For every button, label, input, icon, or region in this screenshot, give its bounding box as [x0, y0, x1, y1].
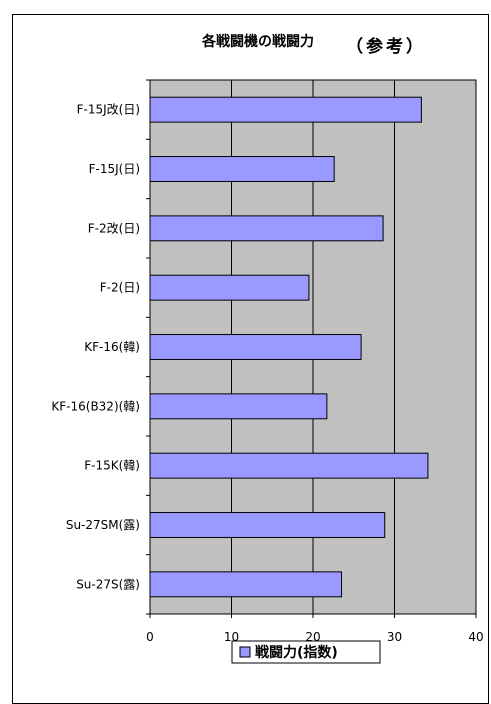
category-label: F-2改(日): [88, 221, 140, 235]
legend-swatch: [239, 646, 251, 658]
category-label: F-15J(日): [89, 162, 140, 176]
bar: [149, 452, 429, 479]
chart-title: 各戦闘機の戦闘力: [201, 33, 314, 50]
bar: [149, 393, 328, 420]
bar: [149, 334, 362, 360]
bar: [149, 156, 335, 182]
category-label: Su-27SM(露): [66, 518, 140, 532]
x-tick-label: 30: [387, 630, 402, 644]
bar: [149, 571, 343, 598]
category-label: F-15K(韓): [84, 459, 140, 473]
plot-area: 0 10 20 30 40F-15J改(日)F-15J(日)F-2改(日)F-2(日)K…: [51, 79, 484, 644]
bar: [149, 512, 386, 538]
x-tick-label: 0: [146, 630, 154, 644]
category-label: KF-16(B32)(韓): [51, 399, 140, 413]
category-label: KF-16(韓): [84, 340, 140, 354]
bar: [149, 274, 310, 301]
category-label: F-2(日): [100, 281, 140, 295]
x-tick-label: 40: [468, 630, 483, 644]
category-label: Su-27S(露): [76, 577, 140, 591]
bar: [149, 215, 384, 242]
category-label: F-15J改(日): [77, 103, 140, 117]
bar: [149, 96, 422, 123]
chart-subtitle: （参考）: [346, 36, 426, 57]
legend-box: [231, 640, 381, 664]
legend-label: 戦闘力(指数): [255, 644, 338, 661]
legend: 戦闘力(指数): [231, 640, 381, 664]
